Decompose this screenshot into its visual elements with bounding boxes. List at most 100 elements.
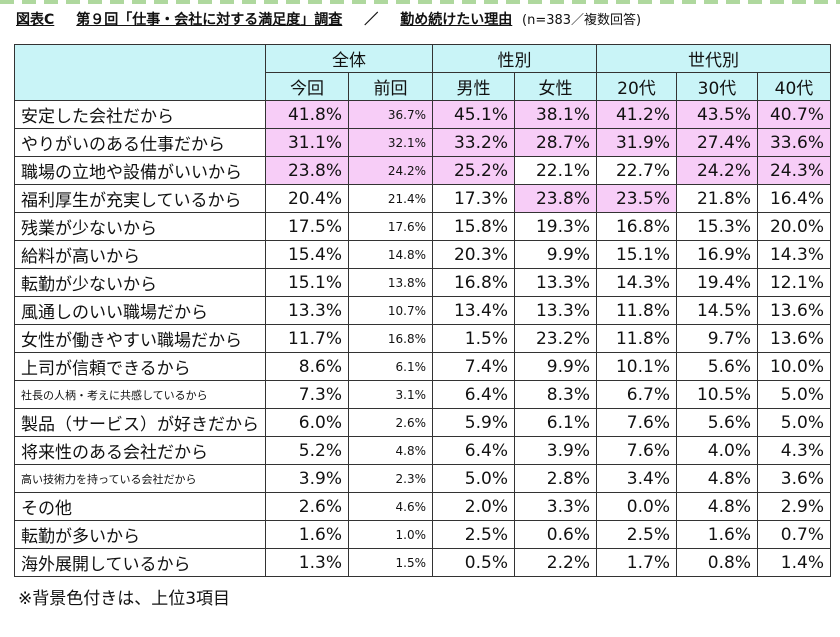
title-note: (n=383／複数回答) bbox=[522, 13, 642, 28]
value-cell: 3.4% bbox=[596, 464, 677, 493]
row-label: 安定した会社だから bbox=[14, 100, 266, 129]
value-cell: 14.5% bbox=[676, 296, 758, 325]
value-cell: 6.1% bbox=[514, 408, 597, 437]
value-cell: 15.8% bbox=[432, 212, 515, 241]
top-decorative-line bbox=[0, 0, 840, 4]
value-cell: 5.9% bbox=[432, 408, 515, 437]
value-cell: 6.0% bbox=[265, 408, 349, 437]
table-row: 転勤が多いから 1.6% 1.0% 2.5% 0.6% 2.5% 1.6% 0.7% bbox=[14, 520, 831, 549]
table-row: 海外展開しているから 1.3% 1.5% 0.5% 2.2% 1.7% 0.8% 1.4% bbox=[14, 548, 831, 577]
value-cell: 13.3% bbox=[265, 296, 349, 325]
value-cell: 36.7% bbox=[348, 100, 433, 129]
value-cell: 21.4% bbox=[348, 184, 433, 213]
value-cell: 3.9% bbox=[514, 436, 597, 465]
table-row: やりがいのある仕事だから 31.1% 32.1% 33.2% 28.7% 31.9% 27.… bbox=[14, 128, 831, 157]
value-cell: 13.4% bbox=[432, 296, 515, 325]
value-cell: 15.4% bbox=[265, 240, 349, 269]
table-row: 上司が信頼できるから 8.6% 6.1% 7.4% 9.9% 10.1% 5.6% 10.0% bbox=[14, 352, 831, 381]
row-label: 女性が働きやすい職場だから bbox=[14, 324, 266, 353]
value-cell: 11.8% bbox=[596, 324, 677, 353]
value-cell: 28.7% bbox=[514, 128, 597, 157]
column-header: 女性 bbox=[514, 72, 597, 101]
value-cell: 2.8% bbox=[514, 464, 597, 493]
value-cell: 11.8% bbox=[596, 296, 677, 325]
table-row: 高い技術力を持っている会社だから 3.9% 2.3% 5.0% 2.8% 3.4% 4.8%… bbox=[14, 464, 831, 493]
value-cell: 31.9% bbox=[596, 128, 677, 157]
value-cell: 17.3% bbox=[432, 184, 515, 213]
value-cell: 0.5% bbox=[432, 548, 515, 577]
chart-title: 図表C 第９回「仕事・会社に対する満足度」調査 ／ 勤め続けたい理由 (n=383／複… bbox=[16, 9, 641, 29]
value-cell: 24.3% bbox=[757, 156, 831, 185]
table-row: その他 2.6% 4.6% 2.0% 3.3% 0.0% 4.8% 2.9% bbox=[14, 492, 831, 521]
value-cell: 5.0% bbox=[432, 464, 515, 493]
value-cell: 4.8% bbox=[676, 464, 758, 493]
value-cell: 7.6% bbox=[596, 408, 677, 437]
value-cell: 3.6% bbox=[757, 464, 831, 493]
value-cell: 6.1% bbox=[348, 352, 433, 381]
value-cell: 41.8% bbox=[265, 100, 349, 129]
value-cell: 33.6% bbox=[757, 128, 831, 157]
value-cell: 15.1% bbox=[596, 240, 677, 269]
value-cell: 19.4% bbox=[676, 268, 758, 297]
row-label: 転勤が多いから bbox=[14, 520, 266, 549]
value-cell: 16.4% bbox=[757, 184, 831, 213]
value-cell: 25.2% bbox=[432, 156, 515, 185]
value-cell: 0.8% bbox=[676, 548, 758, 577]
value-cell: 23.8% bbox=[514, 184, 597, 213]
row-label: 社長の人柄・考えに共感しているから bbox=[14, 380, 266, 409]
value-cell: 14.3% bbox=[757, 240, 831, 269]
value-cell: 7.4% bbox=[432, 352, 515, 381]
value-cell: 38.1% bbox=[514, 100, 597, 129]
value-cell: 24.2% bbox=[348, 156, 433, 185]
row-label: 残業が少ないから bbox=[14, 212, 266, 241]
value-cell: 5.6% bbox=[676, 352, 758, 381]
column-group-header: 世代別 bbox=[596, 44, 831, 73]
table-row: 安定した会社だから 41.8% 36.7% 45.1% 38.1% 41.2% 43.5% 4… bbox=[14, 100, 831, 129]
value-cell: 20.4% bbox=[265, 184, 349, 213]
table-row: 給料が高いから 15.4% 14.8% 20.3% 9.9% 15.1% 16.9% 14.3… bbox=[14, 240, 831, 269]
value-cell: 2.5% bbox=[432, 520, 515, 549]
value-cell: 17.5% bbox=[265, 212, 349, 241]
table-row: 将来性のある会社だから 5.2% 4.8% 6.4% 3.9% 7.6% 4.0% 4.3% bbox=[14, 436, 831, 465]
column-header: 今回 bbox=[265, 72, 349, 101]
value-cell: 15.1% bbox=[265, 268, 349, 297]
value-cell: 5.0% bbox=[757, 408, 831, 437]
value-cell: 13.6% bbox=[757, 296, 831, 325]
title-sub: 勤め続けたい理由 bbox=[400, 12, 513, 28]
value-cell: 2.5% bbox=[596, 520, 677, 549]
value-cell: 17.6% bbox=[348, 212, 433, 241]
table-row: 職場の立地や設備がいいから 23.8% 24.2% 25.2% 22.1% 22.7% 24… bbox=[14, 156, 831, 185]
table-body: 安定した会社だから 41.8% 36.7% 45.1% 38.1% 41.2% 43.5% 4… bbox=[14, 100, 831, 577]
footnote: ※背景色付きは、上位3項目 bbox=[18, 589, 231, 609]
value-cell: 16.8% bbox=[348, 324, 433, 353]
value-cell: 1.5% bbox=[432, 324, 515, 353]
row-label: 福利厚生が充実しているから bbox=[14, 184, 266, 213]
row-label: 将来性のある会社だから bbox=[14, 436, 266, 465]
row-label: その他 bbox=[14, 492, 266, 521]
value-cell: 23.2% bbox=[514, 324, 597, 353]
row-label: 職場の立地や設備がいいから bbox=[14, 156, 266, 185]
value-cell: 20.0% bbox=[757, 212, 831, 241]
value-cell: 23.5% bbox=[596, 184, 677, 213]
value-cell: 5.6% bbox=[676, 408, 758, 437]
row-label: 上司が信頼できるから bbox=[14, 352, 266, 381]
value-cell: 6.4% bbox=[432, 436, 515, 465]
value-cell: 1.6% bbox=[676, 520, 758, 549]
value-cell: 7.6% bbox=[596, 436, 677, 465]
row-label: やりがいのある仕事だから bbox=[14, 128, 266, 157]
value-cell: 1.3% bbox=[265, 548, 349, 577]
value-cell: 1.5% bbox=[348, 548, 433, 577]
table-row: 製品（サービス）が好きだから 6.0% 2.6% 5.9% 6.1% 7.6% 5.6% 5.… bbox=[14, 408, 831, 437]
value-cell: 10.0% bbox=[757, 352, 831, 381]
row-label: 海外展開しているから bbox=[14, 548, 266, 577]
value-cell: 13.3% bbox=[514, 268, 597, 297]
value-cell: 4.0% bbox=[676, 436, 758, 465]
table-row: 福利厚生が充実しているから 20.4% 21.4% 17.3% 23.8% 23.5% 21… bbox=[14, 184, 831, 213]
corner-header-cell bbox=[14, 44, 266, 101]
value-cell: 14.3% bbox=[596, 268, 677, 297]
value-cell: 1.4% bbox=[757, 548, 831, 577]
value-cell: 16.8% bbox=[596, 212, 677, 241]
value-cell: 2.3% bbox=[348, 464, 433, 493]
value-cell: 2.6% bbox=[348, 408, 433, 437]
value-cell: 0.6% bbox=[514, 520, 597, 549]
